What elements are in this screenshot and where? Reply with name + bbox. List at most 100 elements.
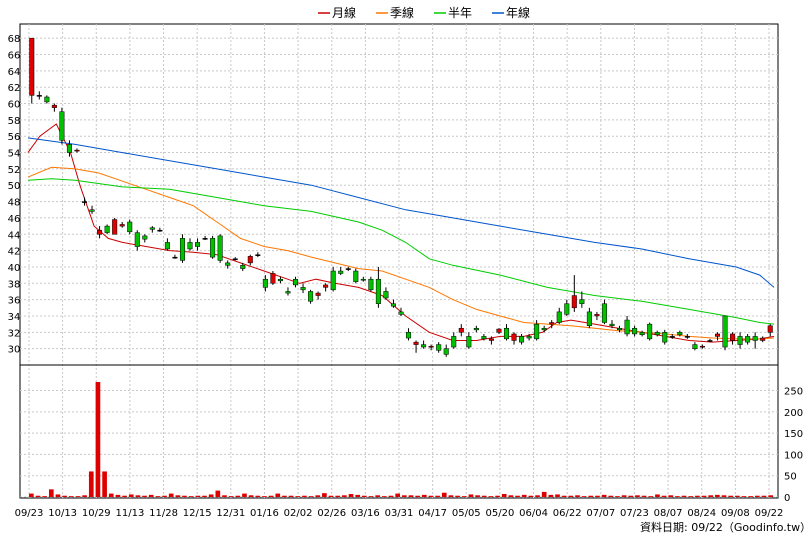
volume-bar [635, 495, 640, 497]
price-tick-label: 30 [8, 345, 21, 356]
volume-bar [448, 495, 454, 497]
candle-body [594, 314, 600, 317]
date-tick-label: 03/31 [385, 508, 414, 519]
candle-body [338, 270, 344, 274]
candle-body [632, 327, 638, 335]
candlesticks [29, 37, 773, 357]
volume-tick-label: 200 [784, 408, 803, 419]
candle-body [134, 232, 140, 247]
date-tick-label: 11/13 [115, 508, 144, 519]
candle-body [255, 254, 261, 256]
volume-bar [242, 493, 247, 497]
volume-bar [188, 496, 194, 497]
price-axis: 30 32 34 36 38 40 42 44 46 48 50 52 54 56 58 60 62 64 66 68 [8, 34, 21, 355]
candle-body [511, 333, 517, 341]
candle-body [549, 322, 555, 325]
price-tick-label: 48 [8, 198, 21, 209]
legend: 月線 季線 半年 年線 [318, 5, 530, 20]
volume-bar [222, 495, 227, 497]
price-tick-label: 60 [8, 100, 21, 111]
date-tick-label: 10/13 [48, 508, 77, 519]
volume-bar [328, 495, 334, 497]
volume-bar [215, 490, 221, 497]
date-tick-label: 02/02 [284, 508, 313, 519]
candle-body [541, 327, 547, 331]
volume-bar [295, 496, 301, 497]
candle-body [564, 303, 570, 315]
volume-bar [668, 495, 674, 497]
volume-bar [382, 496, 387, 497]
legend-label-3: 年線 [506, 5, 530, 20]
candle-body [586, 311, 592, 327]
candle-body [179, 238, 185, 261]
volume-bar [282, 495, 287, 497]
volume-bar [142, 495, 147, 497]
candle-body [745, 336, 751, 343]
date-axis: 09/23 10/13 10/29 11/13 11/28 12/15 12/31 01/16… [15, 508, 784, 519]
volume-bar [661, 495, 667, 497]
price-tick-label: 32 [8, 328, 21, 339]
price-tick-label: 68 [8, 34, 21, 45]
volume-bar [495, 495, 500, 497]
candle-body [44, 96, 50, 103]
price-tick-label: 44 [8, 230, 21, 241]
volume-tick-label: 150 [784, 429, 803, 440]
candle-body [519, 336, 525, 343]
date-tick-label: 08/24 [687, 508, 716, 519]
volume-bar [455, 495, 460, 497]
volume-bar [541, 491, 547, 497]
candle-body [375, 278, 381, 304]
volume-bar [255, 495, 261, 497]
candle-body [443, 348, 449, 355]
volume-bar [655, 494, 660, 497]
candle-body [292, 278, 299, 286]
volume-bar [561, 495, 567, 497]
volume-bar [202, 495, 207, 497]
volume-bar [528, 495, 534, 497]
volume-bar [342, 495, 347, 497]
candle-body [247, 256, 253, 264]
volume-bar [228, 496, 234, 497]
candle-body [496, 328, 502, 333]
date-tick-label: 08/07 [654, 508, 683, 519]
volume-bar [628, 495, 634, 497]
volume-bar [761, 495, 767, 497]
volume-bar [695, 495, 700, 497]
candle-body [503, 327, 510, 340]
volume-bar [268, 495, 274, 497]
volume-bar [368, 496, 374, 497]
candle-body [127, 221, 133, 233]
candle-body [413, 341, 419, 345]
candle-body [240, 265, 246, 269]
candle-body [647, 323, 653, 340]
volume-bar [315, 495, 321, 497]
candle-body [360, 278, 366, 281]
volume-tick-label: 50 [784, 472, 797, 483]
volume-bar [55, 494, 61, 497]
ma-line-半年 [27, 178, 775, 325]
volume-bar [248, 495, 254, 497]
volume-bar [501, 494, 507, 497]
volume-bar [162, 495, 167, 497]
volume-bar [521, 494, 527, 497]
volume-bar [335, 495, 341, 497]
volume-bar [355, 494, 361, 497]
candle-body [571, 295, 577, 309]
volume-bar [461, 496, 467, 497]
candle-body [262, 278, 268, 288]
volume-bar [595, 495, 600, 497]
volume-bar [48, 489, 54, 497]
candle-body [534, 323, 540, 340]
candle-body [119, 224, 125, 227]
date-tick-label: 05/05 [452, 508, 481, 519]
volume-bars [28, 382, 774, 497]
candle-body [421, 344, 427, 348]
candle-body [285, 291, 291, 294]
candle-body [699, 345, 705, 348]
volume-bar [755, 495, 760, 497]
volume-bar [515, 495, 520, 497]
candle-body [195, 242, 201, 247]
candle-body [232, 258, 238, 261]
volume-bar [75, 496, 81, 497]
candle-body [29, 37, 35, 96]
